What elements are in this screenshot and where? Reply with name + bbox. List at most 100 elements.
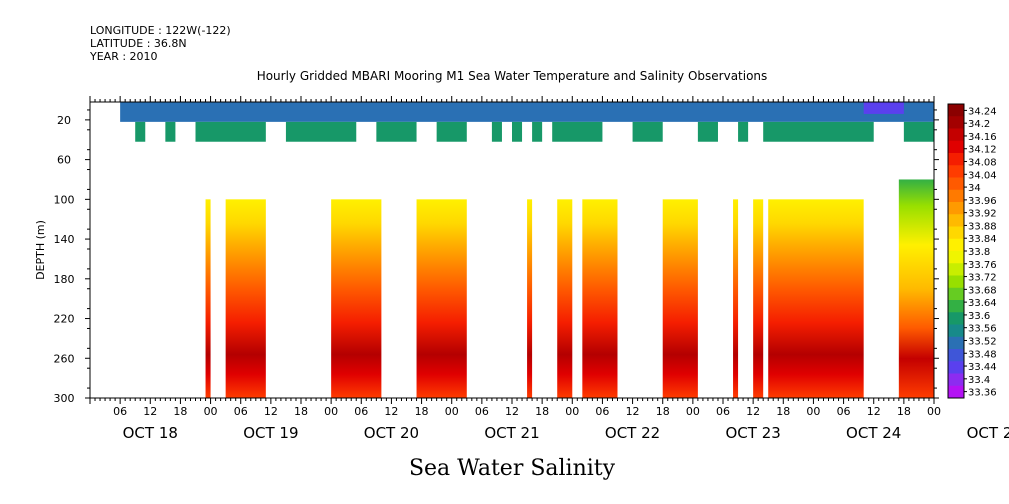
colorbar-swatch — [948, 128, 964, 142]
x-hour-label: 00 — [445, 405, 459, 418]
y-tick-label: 60 — [57, 154, 71, 167]
x-axis: 06 12 18 00 06 12 18 00 06 12 18 00 06 12 18 00 06 12 18 00… — [89, 96, 1009, 442]
surface-low-patch — [863, 102, 904, 114]
deep-cell — [733, 199, 739, 398]
shallow-cell — [285, 121, 357, 142]
x-hour-label: 12 — [264, 405, 278, 418]
colorbar-swatch — [948, 312, 964, 325]
colorbar-swatch — [948, 140, 964, 154]
colorbar-label: 33.52 — [968, 336, 997, 347]
colorbar-swatch — [948, 385, 964, 399]
x-hour-label: 00 — [686, 405, 700, 418]
colorbar-label: 34.16 — [968, 132, 997, 143]
colorbar-label: 33.4 — [968, 375, 990, 386]
shallow-cell — [697, 121, 718, 142]
deep-cell — [898, 179, 934, 398]
x-hour-label: 00 — [204, 405, 218, 418]
colorbar-label: 33.96 — [968, 196, 997, 207]
x-date-label: OCT 24 — [846, 424, 901, 442]
colorbar-label: 34.2 — [968, 119, 990, 130]
shallow-cell — [195, 121, 266, 142]
x-hour-label: 06 — [716, 405, 730, 418]
x-hour-label: 18 — [173, 405, 187, 418]
x-hour-label: 12 — [867, 405, 881, 418]
x-hour-label: 12 — [384, 405, 398, 418]
x-hour-label: 12 — [626, 405, 640, 418]
shallow-cell — [763, 121, 874, 142]
shallow-cell — [738, 121, 749, 142]
colorbar-label: 33.84 — [968, 234, 997, 245]
y-tick-label: 260 — [54, 352, 75, 365]
colorbar-swatch — [948, 263, 964, 276]
colorbar-swatch — [948, 336, 964, 350]
x-hour-label: 18 — [656, 405, 670, 418]
colorbar-swatch — [948, 189, 964, 203]
colorbar-swatch — [948, 238, 964, 252]
x-date-label: OCT 19 — [243, 424, 298, 442]
y-axis: 20 60 100 140 180 220 260 300 — [54, 109, 939, 405]
colorbar-label: 33.44 — [968, 362, 997, 373]
colorbar-swatch — [948, 104, 964, 117]
deep-cell — [331, 199, 382, 398]
colorbar-label: 33.56 — [968, 324, 997, 335]
colorbar-label: 33.64 — [968, 298, 997, 309]
shallow-cell — [903, 121, 934, 142]
shallow-cell — [376, 121, 417, 142]
x-date-label: OCT 18 — [123, 424, 178, 442]
colorbar-swatch — [948, 153, 964, 166]
x-hour-label: 06 — [234, 405, 248, 418]
y-axis-label: DEPTH (m) — [34, 220, 47, 280]
x-hour-label: 00 — [806, 405, 820, 418]
y-tick-label: 140 — [54, 233, 75, 246]
colorbar-swatch — [948, 251, 964, 264]
deep-cell — [582, 199, 618, 398]
latitude-label: LATITUDE : 36.8N — [90, 37, 187, 50]
x-hour-label: 06 — [113, 405, 127, 418]
x-date-label: OCT 20 — [364, 424, 419, 442]
colorbar-label: 34.12 — [968, 145, 997, 156]
shallow-cell — [632, 121, 663, 142]
year-label: YEAR : 2010 — [89, 50, 158, 63]
x-hour-label: 00 — [927, 405, 941, 418]
y-tick-label: 180 — [54, 273, 75, 286]
colorbar-swatch — [948, 275, 964, 289]
colorbar-label: 33.6 — [968, 311, 990, 322]
footer-title: Sea Water Salinity — [409, 456, 616, 481]
colorbar-swatch — [948, 361, 964, 374]
x-hour-label: 18 — [294, 405, 308, 418]
colorbar-swatch — [948, 177, 964, 191]
deep-cell — [753, 199, 764, 398]
x-hour-label: 18 — [776, 405, 790, 418]
x-hour-label: 12 — [505, 405, 519, 418]
colorbar-swatch — [948, 300, 964, 313]
shallow-cell — [552, 121, 603, 142]
colorbar-swatch — [948, 349, 964, 362]
colorbar-label: 33.76 — [968, 260, 997, 271]
colorbar-swatch — [948, 165, 964, 178]
chart-title: Hourly Gridded MBARI Mooring M1 Sea Wate… — [257, 69, 768, 83]
x-hour-label: 00 — [324, 405, 338, 418]
shallow-cell — [491, 121, 502, 142]
deep-cell — [527, 199, 533, 398]
y-tick-label: 20 — [57, 114, 71, 127]
x-date-label: OCT 21 — [484, 424, 539, 442]
colorbar-label: 33.68 — [968, 285, 997, 296]
colorbar-swatch — [948, 116, 964, 129]
colorbar-swatch — [948, 214, 964, 227]
x-hour-label: 18 — [897, 405, 911, 418]
shallow-cell — [532, 121, 543, 142]
colorbar-swatch — [948, 287, 964, 301]
colorbar-label: 33.8 — [968, 247, 990, 258]
colorbar-swatch — [948, 324, 964, 338]
deep-cell — [557, 199, 573, 398]
colorbar-swatch — [948, 226, 964, 240]
colorbar-label: 33.72 — [968, 273, 997, 284]
deep-cell — [416, 199, 467, 398]
deep-cell — [225, 199, 266, 398]
colorbar-label: 34.24 — [968, 106, 997, 117]
colorbar-label: 33.88 — [968, 221, 997, 232]
longitude-label: LONGITUDE : 122W(-122) — [90, 24, 231, 37]
colorbar-label: 33.92 — [968, 209, 997, 220]
x-hour-label: 00 — [565, 405, 579, 418]
